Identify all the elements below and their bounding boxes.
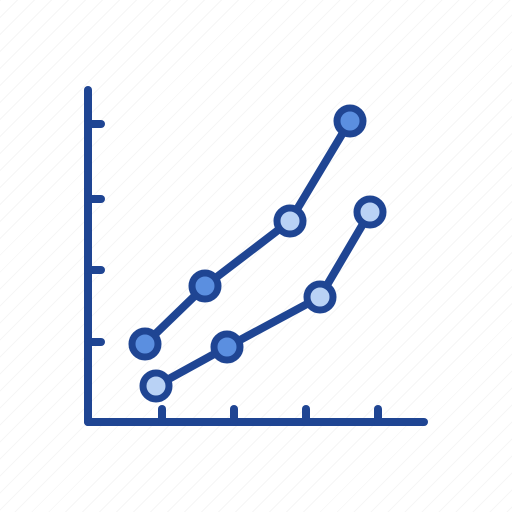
- series-line-lower: [152, 208, 374, 390]
- data-point: [333, 104, 367, 138]
- series-lower: [139, 195, 387, 403]
- data-point: [353, 195, 387, 229]
- data-point: [273, 204, 307, 238]
- series-line-upper: [141, 117, 354, 348]
- data-point: [188, 269, 222, 303]
- series-upper: [128, 104, 367, 361]
- data-point: [210, 330, 244, 364]
- chart-axes: [84, 86, 428, 426]
- data-point: [128, 327, 162, 361]
- data-point: [139, 369, 173, 403]
- data-point: [303, 280, 337, 314]
